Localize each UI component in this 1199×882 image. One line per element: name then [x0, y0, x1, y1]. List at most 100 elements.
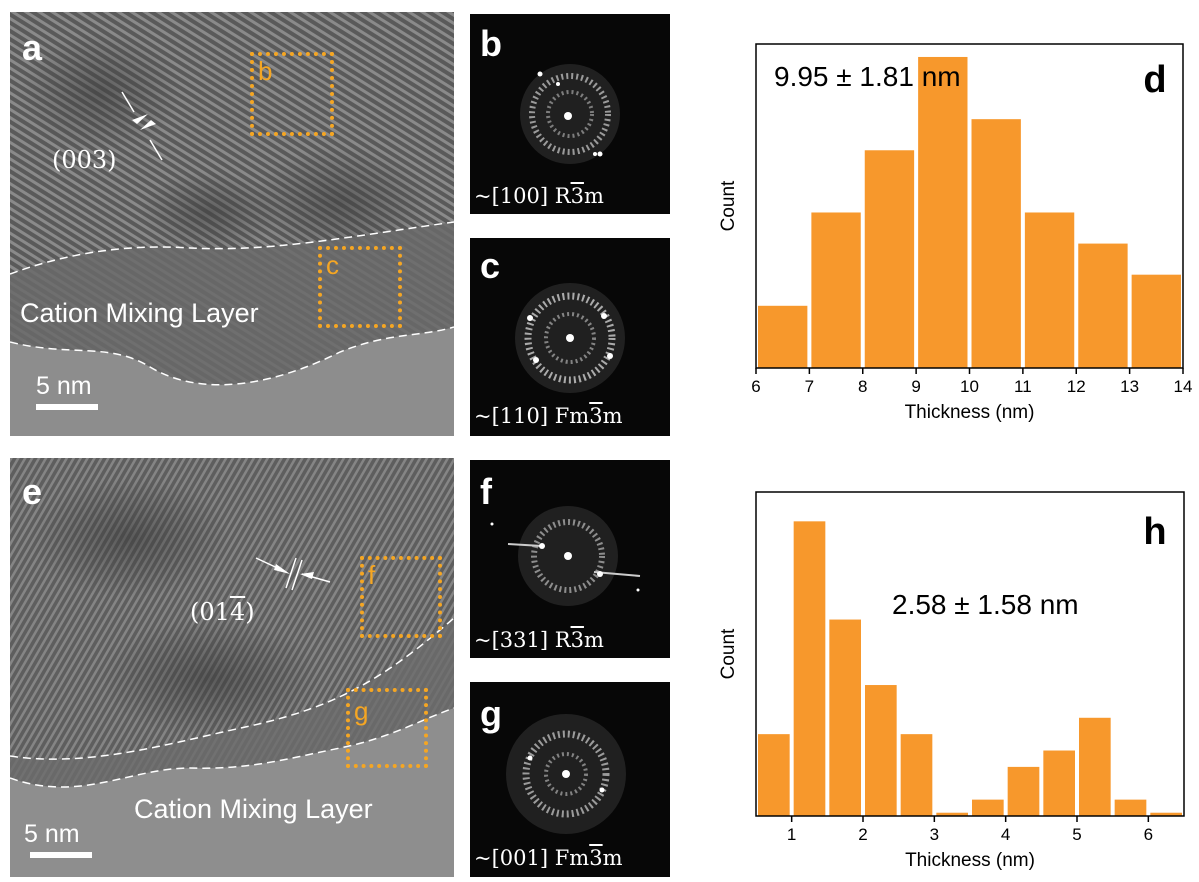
scale-bar-label-e: 5 nm	[24, 820, 80, 848]
zone-axis-text-g: ~[001] Fm	[474, 846, 590, 870]
x-tick-label: 6	[751, 377, 760, 396]
histogram-bar	[1024, 212, 1075, 368]
panel-label-c: c	[480, 245, 501, 286]
zone-axis-caption-b: ~[100] R3m	[474, 186, 604, 207]
x-axis-label: Thickness (nm)	[905, 402, 1035, 423]
panel-label-b: b	[480, 23, 502, 64]
fft-region-label-c: c	[326, 250, 339, 280]
cation-mixing-layer-label-a: Cation Mixing Layer	[20, 298, 259, 328]
fft-image-b	[470, 14, 670, 214]
zone-axis-suffix-b: m	[583, 184, 604, 208]
histogram-d-svg: 6 7 8 9 10 11 12 13 14 Thickness (nm) Count 9.95 ± …	[718, 43, 1193, 423]
fft-pattern-b	[520, 64, 620, 164]
lattice-plane-label-e: (014)	[190, 600, 255, 624]
x-tick-label: 4	[1001, 825, 1010, 844]
fft-region-label-g: g	[354, 696, 369, 726]
x-tick-label: 3	[930, 825, 939, 844]
zone-axis-bar-b: 3	[570, 184, 584, 208]
histogram-bar	[1043, 750, 1075, 816]
zone-axis-bar-c: 3	[589, 404, 603, 428]
panel-label-d: d	[1143, 59, 1166, 101]
histogram-bar	[829, 619, 861, 816]
histogram-bar	[918, 56, 968, 369]
zone-axis-text-f: ~[331] R	[474, 628, 571, 652]
scale-bar-e	[30, 852, 92, 858]
hrtem-image-a	[10, 12, 454, 436]
zone-axis-suffix-g: m	[602, 846, 623, 870]
mean-thickness-annotation: 2.58 ± 1.58 nm	[892, 589, 1079, 620]
fft-pattern-g	[506, 714, 626, 834]
x-tick-label: 13	[1120, 377, 1139, 396]
x-tick-label: 6	[1144, 825, 1153, 844]
lattice-plane-label-a: (003)	[52, 146, 117, 174]
fft-image-c	[470, 238, 670, 436]
hrtem-image-e	[10, 458, 454, 877]
panel-label-h: h	[1143, 511, 1166, 553]
fft-pattern-c	[515, 283, 625, 393]
x-tick-label: 7	[805, 377, 814, 396]
zone-axis-bar-g: 3	[589, 846, 603, 870]
fft-pattern-f	[490, 506, 641, 606]
histogram-bar	[793, 521, 826, 816]
histogram-bar	[1114, 799, 1147, 816]
lattice-plane-suffix-e: )	[245, 598, 255, 626]
hrtem-texture-e	[10, 458, 454, 877]
fft-region-label-f: f	[368, 560, 376, 590]
zone-axis-caption-g: ~[001] Fm3m	[474, 848, 623, 869]
x-tick-label: 8	[858, 377, 867, 396]
histogram-d: 6 7 8 9 10 11 12 13 14 Thickness (nm) Count 9.95 ± …	[700, 0, 1199, 440]
histogram-bar	[758, 305, 808, 368]
histogram-bar	[900, 734, 933, 816]
fft-region-box-f	[360, 556, 442, 638]
zone-axis-suffix-c: m	[602, 404, 623, 428]
histogram-bar	[758, 734, 790, 816]
x-tick-label: 9	[911, 377, 920, 396]
cation-mixing-layer-label-e: Cation Mixing Layer	[134, 794, 373, 824]
histogram-bar	[1131, 274, 1181, 368]
panel-label-f: f	[480, 471, 492, 512]
x-tick-label: 2	[858, 825, 867, 844]
histogram-bar	[1079, 717, 1111, 816]
zone-axis-bar-f: 3	[570, 628, 584, 652]
fft-region-box-b	[250, 52, 334, 136]
lattice-plane-bar-e: 4	[229, 598, 246, 626]
histogram-bar	[1007, 766, 1040, 816]
histogram-bar	[811, 212, 861, 368]
histogram-h-svg: 1 2 3 4 5 6 Thickness (nm) Count 2.58 ± 1.58 nm h	[718, 491, 1185, 871]
zone-axis-text-b: ~[100] R	[474, 184, 571, 208]
histogram-bar	[1078, 243, 1128, 368]
x-tick-label: 11	[1014, 377, 1032, 396]
x-axis-label: Thickness (nm)	[905, 850, 1035, 871]
histogram-h: 1 2 3 4 5 6 Thickness (nm) Count 2.58 ± 1.58 nm h	[700, 440, 1199, 877]
histogram-bar	[971, 119, 1021, 368]
zone-axis-caption-c: ~[110] Fm3m	[474, 406, 623, 427]
histogram-bar	[864, 150, 915, 368]
x-tick-label: 12	[1067, 377, 1086, 396]
fft-region-box-g	[346, 688, 428, 768]
plot-frame	[755, 491, 1185, 817]
zone-axis-text-c: ~[110] Fm	[474, 404, 590, 428]
y-axis-label: Count	[718, 180, 739, 231]
x-tick-label: 14	[1174, 377, 1193, 396]
x-tick-label: 10	[960, 377, 979, 396]
scale-bar-label-a: 5 nm	[36, 372, 92, 400]
x-tick-label: 1	[787, 825, 796, 844]
histogram-bar	[865, 685, 897, 816]
histogram-bar	[1150, 812, 1182, 816]
fft-image-g	[470, 682, 670, 877]
histogram-bar	[936, 812, 968, 816]
zone-axis-caption-f: ~[331] R3m	[474, 630, 604, 651]
panel-label-a: a	[22, 27, 43, 68]
x-tick-label: 5	[1072, 825, 1081, 844]
lattice-plane-text-e: (01	[190, 598, 230, 626]
panel-label-g: g	[480, 693, 502, 734]
fft-region-box-c	[318, 246, 402, 328]
zone-axis-suffix-f: m	[583, 628, 604, 652]
mean-thickness-annotation: 9.95 ± 1.81 nm	[774, 61, 961, 92]
panel-label-e: e	[22, 471, 43, 512]
hrtem-texture-a	[10, 12, 454, 436]
y-axis-label: Count	[718, 628, 739, 679]
histogram-bar	[972, 799, 1004, 816]
fft-image-f	[470, 460, 670, 658]
scale-bar-a	[36, 404, 98, 410]
